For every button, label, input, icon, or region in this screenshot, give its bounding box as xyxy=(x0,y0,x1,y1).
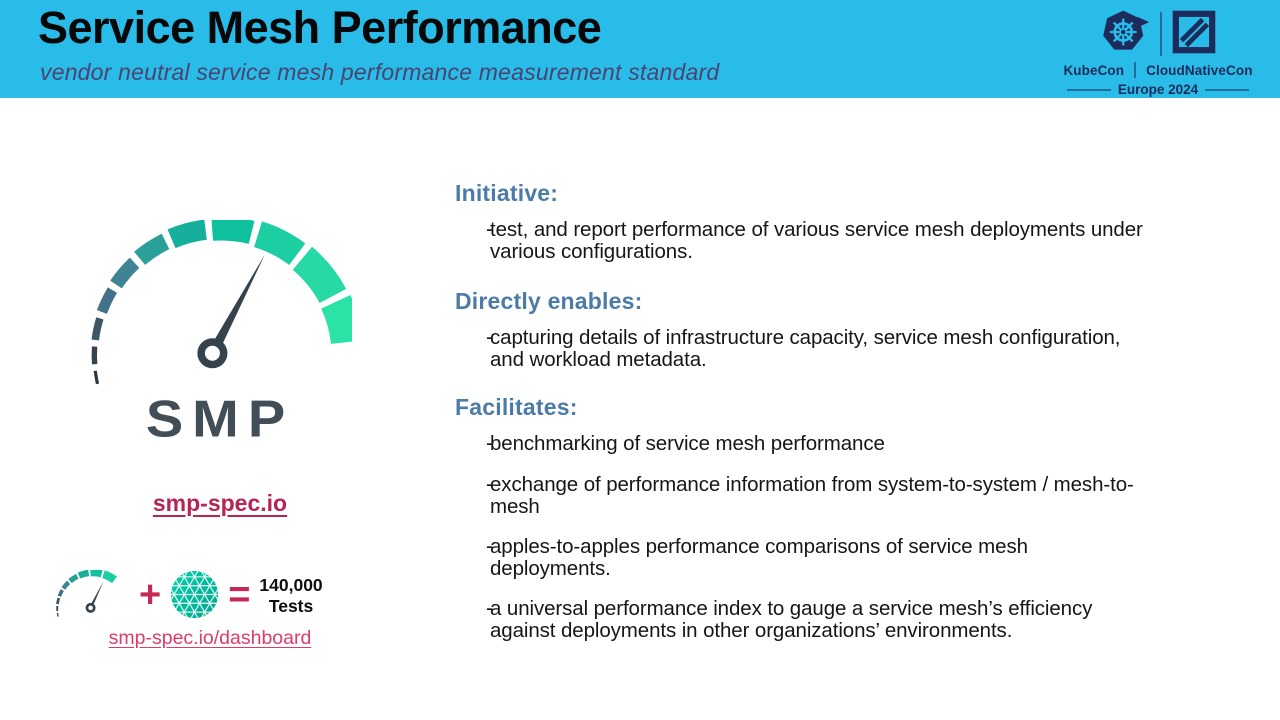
bullet-text: a universal performance index to gauge a… xyxy=(490,597,1093,642)
badge-label-divider xyxy=(1134,62,1137,78)
event-badge-icons xyxy=(1058,8,1258,60)
list-item: - capturing details of infrastructure ca… xyxy=(455,326,1235,371)
section-heading: Directly enables: xyxy=(455,288,643,314)
bullet-dash: - xyxy=(486,432,493,455)
section-heading: Initiative: xyxy=(455,180,559,206)
bullet-dash: - xyxy=(486,473,493,497)
section-facilitates: Facilitates: - benchmarking of service m… xyxy=(455,394,1235,660)
bullet-text: exchange of performance information from… xyxy=(490,473,1134,518)
list-item: - a universal performance index to gauge… xyxy=(455,598,1235,641)
tests-count-unit: Tests xyxy=(268,596,314,616)
bullet-dash: - xyxy=(486,218,493,241)
section-directly-enables: Directly enables: - capturing details of… xyxy=(455,288,1235,389)
section-heading: Facilitates: xyxy=(455,394,578,420)
bullet-text: benchmarking of service mesh performance xyxy=(490,432,885,455)
dashboard-link[interactable]: smp-spec.io/dashboard xyxy=(108,627,312,649)
page-title: Service Mesh Performance xyxy=(38,2,602,53)
smp-wordmark: SMP xyxy=(145,389,295,448)
cloudnativecon-logo-icon xyxy=(1172,10,1216,59)
bullet-text: test, and report performance of various … xyxy=(490,218,1143,263)
list-item: - benchmarking of service mesh performan… xyxy=(455,432,1235,455)
bullet-text: apples-to-apples performance comparisons… xyxy=(490,535,1028,580)
kubecon-logo-icon xyxy=(1100,6,1150,63)
equals-operator: = xyxy=(228,574,251,616)
edition-rule-left xyxy=(1066,88,1111,91)
smp-gauge-small-icon xyxy=(56,569,130,624)
event-badge-labels: KubeCon CloudNativeCon xyxy=(1058,62,1258,78)
bullet-text: capturing details of infrastructure capa… xyxy=(490,326,1121,371)
edition-text: Europe 2024 xyxy=(1117,82,1199,97)
bullet-dash: - xyxy=(486,597,493,621)
section-initiative: Initiative: - test, and report performan… xyxy=(455,180,1235,281)
event-badge: KubeCon CloudNativeCon Europe 2024 xyxy=(1058,8,1258,97)
cloudnativecon-label: CloudNativeCon xyxy=(1146,62,1253,78)
badge-divider xyxy=(1160,12,1162,56)
smp-gauge-logo-icon xyxy=(90,216,364,392)
plus-operator: + xyxy=(139,574,162,616)
tests-equation: + xyxy=(56,568,356,626)
list-item: - apples-to-apples performance compariso… xyxy=(455,536,1235,579)
kubecon-label: KubeCon xyxy=(1063,62,1125,78)
page-subtitle: vendor neutral service mesh performance … xyxy=(40,59,720,85)
bullet-dash: - xyxy=(486,326,493,349)
bullet-dash: - xyxy=(486,535,493,559)
smp-spec-link[interactable]: smp-spec.io xyxy=(152,490,288,516)
tests-count-value: 140,000 xyxy=(259,575,323,595)
tests-count: 140,000 Tests xyxy=(259,575,322,617)
list-item: - test, and report performance of variou… xyxy=(455,218,1235,263)
meshery-logo-icon xyxy=(170,570,219,624)
edition-rule-right xyxy=(1205,88,1250,91)
event-edition: Europe 2024 xyxy=(1058,82,1258,97)
list-item: - exchange of performance information fr… xyxy=(455,474,1235,517)
header-band: Service Mesh Performance vendor neutral … xyxy=(0,0,1280,98)
